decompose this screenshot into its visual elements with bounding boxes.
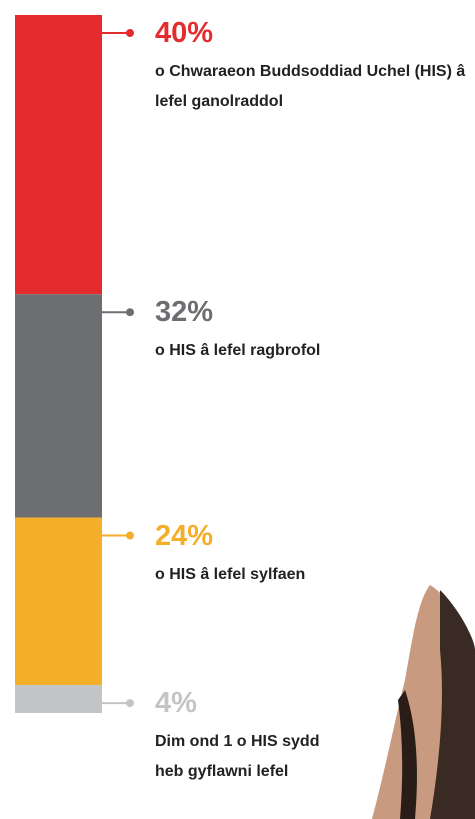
photo [372,585,475,819]
segment-name: o HIS â lefel ragbrofol [155,342,321,360]
value-label: 24% [155,519,214,552]
value-label: 32% [155,296,214,329]
bar-segment [15,294,102,518]
connector-dot [126,308,134,317]
connector-dot [126,29,134,37]
connector-dot [126,531,134,540]
bar-segment [15,15,102,295]
segment-name: Dim ond 1 o HIS sydd heb gyflawni lefel [155,733,320,781]
bar-segment [15,685,102,713]
connector-dot [126,699,134,708]
value-label: 4% [155,687,197,720]
value-label: 40% [155,17,214,49]
segment-name: o HIS â lefel sylfaen [155,565,306,583]
segment-name: o Chwaraeon Buddsoddiad Uchel (HIS) â le… [155,63,466,110]
bar-segment [15,517,102,686]
